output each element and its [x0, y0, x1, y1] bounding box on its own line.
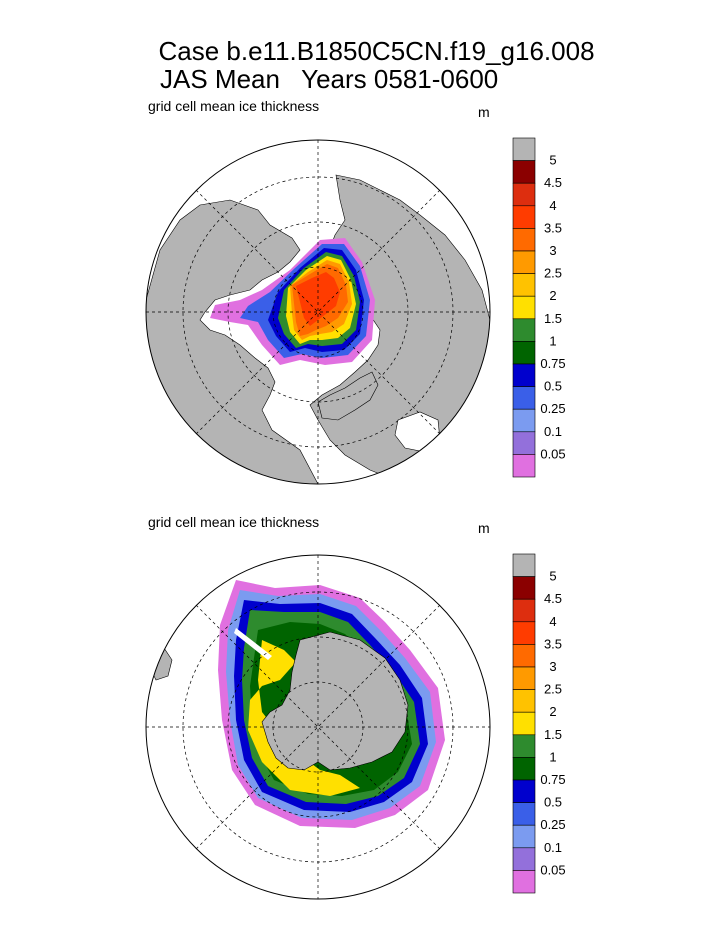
north-colorbar-tick-label: 1.5 — [544, 311, 562, 326]
north-colorbar-swatch — [512, 205, 536, 229]
south-colorbar-swatch — [512, 824, 536, 849]
south-colorbar-tick-label: 0.5 — [544, 795, 562, 810]
figure-title: Case b.e11.B1850C5CN.f19_g16.008 — [158, 36, 595, 66]
south-colorbar-tick-label: 1.5 — [544, 727, 562, 742]
north-colorbar-tick-label: 4.5 — [544, 175, 562, 190]
north-colorbar-swatch — [512, 273, 536, 297]
south-colorbar-tick-label: 0.1 — [544, 840, 562, 855]
north-panel-unit: m — [478, 104, 490, 120]
south-colorbar-tick-label: 0.05 — [540, 862, 565, 877]
north-colorbar-swatch — [512, 182, 536, 207]
south-colorbar-tick-label: 3.5 — [544, 636, 562, 651]
north-graticule — [146, 140, 490, 484]
north-colorbar-tick-label: 2 — [549, 288, 556, 303]
south-colorbar-swatch — [512, 666, 536, 690]
north-colorbar-tick-label: 0.25 — [540, 401, 565, 416]
south-panel-title: grid cell mean ice thickness — [148, 514, 320, 530]
south-colorbar-tick-label: 3 — [549, 659, 556, 674]
north-colorbar-swatch — [512, 250, 536, 274]
south-colorbar-tick-label: 0.25 — [540, 817, 565, 832]
south-colorbar-tick-label: 0.75 — [540, 772, 565, 787]
south-colorbar-swatch — [512, 621, 536, 645]
north-land-greenland — [317, 371, 379, 421]
south-colorbar-swatch — [512, 711, 536, 736]
north-colorbar: 5 4.5 4 3.5 3 2.5 2 1.5 1 0.75 0.5 0.25 0.1 0.05 — [512, 137, 566, 478]
north-colorbar-tick-label: 4 — [549, 198, 556, 213]
north-colorbar-tick-label: 0.5 — [544, 379, 562, 394]
north-colorbar-swatch — [512, 295, 536, 320]
south-graticule — [146, 555, 490, 899]
north-colorbar-swatch — [512, 454, 536, 478]
south-colorbar-swatch — [512, 734, 536, 758]
south-colorbar-swatch — [512, 847, 536, 871]
north-colorbar-tick-label: 5 — [549, 153, 556, 168]
south-colorbar-swatch — [512, 779, 536, 803]
south-colorbar-tick-label: 2.5 — [544, 682, 562, 697]
north-colorbar-tick-label: 0.05 — [540, 446, 565, 461]
north-colorbar-swatch — [512, 137, 536, 161]
south-colorbar: 5 4.5 4 3.5 3 2.5 2 1.5 1 0.75 0.5 0.25 0.1 0.05 — [512, 553, 566, 894]
south-colorbar-swatch — [512, 598, 536, 623]
south-panel-unit: m — [478, 520, 490, 536]
south-colorbar-tick-label: 5 — [549, 569, 556, 584]
south-colorbar-swatch — [512, 576, 536, 600]
north-sea-ice — [210, 238, 375, 365]
north-colorbar-tick-label: 0.1 — [544, 424, 562, 439]
north-colorbar-swatch — [512, 386, 536, 410]
north-colorbar-tick-label: 0.75 — [540, 356, 565, 371]
north-colorbar-swatch — [512, 341, 536, 365]
south-colorbar-tick-label: 4.5 — [544, 591, 562, 606]
south-colorbar-swatch — [512, 553, 536, 577]
south-colorbar-swatch — [512, 802, 536, 826]
south-colorbar-tick-label: 4 — [549, 614, 556, 629]
south-colorbar-swatch — [512, 689, 536, 713]
south-colorbar-swatch — [512, 644, 536, 668]
north-map — [145, 139, 491, 485]
south-colorbar-swatch — [512, 757, 536, 781]
north-colorbar-tick-label: 3 — [549, 243, 556, 258]
north-colorbar-tick-label: 1 — [549, 333, 556, 348]
north-colorbar-swatch — [512, 160, 536, 184]
north-land-eurasia — [146, 199, 319, 484]
north-colorbar-swatch — [512, 431, 536, 455]
south-map — [145, 554, 491, 900]
south-colorbar-swatch — [512, 870, 536, 894]
north-colorbar-swatch — [512, 363, 536, 387]
north-colorbar-swatch — [512, 408, 536, 433]
north-panel-title: grid cell mean ice thickness — [148, 98, 320, 114]
north-colorbar-swatch — [512, 228, 536, 252]
north-colorbar-swatch — [512, 318, 536, 342]
figure-subtitle: JAS Mean Years 0581-0600 — [160, 64, 499, 94]
north-colorbar-tick-label: 2.5 — [544, 266, 562, 281]
south-colorbar-tick-label: 1 — [549, 749, 556, 764]
south-colorbar-tick-label: 2 — [549, 704, 556, 719]
north-colorbar-tick-label: 3.5 — [544, 220, 562, 235]
